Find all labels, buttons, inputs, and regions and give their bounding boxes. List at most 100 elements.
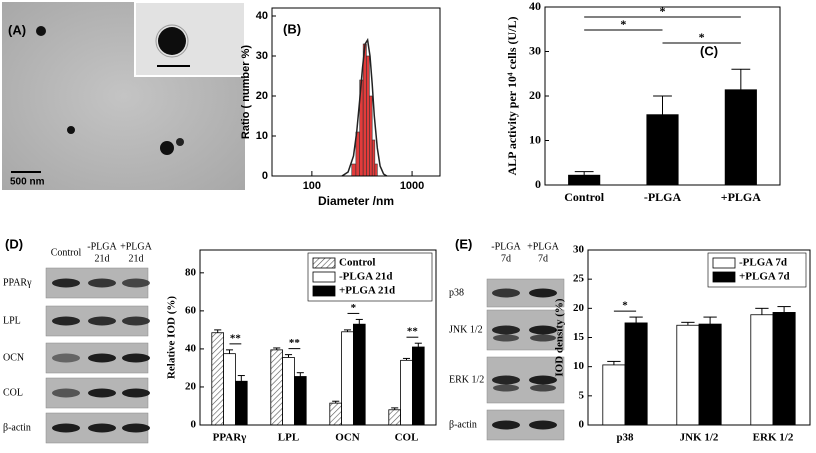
significance-label: ** xyxy=(230,332,242,344)
y-tick-label: 0 xyxy=(535,177,541,191)
blot-band xyxy=(529,325,557,335)
axes-frame xyxy=(544,6,781,186)
blot-band xyxy=(122,353,150,363)
legend-swatch xyxy=(712,271,736,283)
blot-column-label: 21d xyxy=(95,253,110,264)
bar xyxy=(724,89,757,186)
bar xyxy=(234,380,248,426)
blot-band xyxy=(122,278,150,288)
bar xyxy=(211,332,225,426)
histogram-bar xyxy=(351,163,357,177)
blot-band xyxy=(492,288,520,298)
blot-band xyxy=(88,316,116,326)
blot-band xyxy=(493,334,519,342)
bar xyxy=(750,314,774,426)
error-bar xyxy=(332,400,340,404)
y-axis-label: Ratio ( number %) xyxy=(240,45,252,139)
histogram-bar xyxy=(371,139,376,177)
y-tick-label: 30 xyxy=(529,43,541,57)
axes-frame xyxy=(271,7,441,177)
error-bar xyxy=(296,372,304,377)
histogram-bar xyxy=(374,163,378,177)
blot-band xyxy=(52,353,80,363)
bar xyxy=(772,312,796,426)
tem-image: (A) 500 nm xyxy=(2,1,246,190)
panel-label: (B) xyxy=(283,21,301,36)
error-bar xyxy=(402,357,411,361)
x-tick-label: JNK 1/2 xyxy=(680,432,719,444)
panel-label: (E) xyxy=(455,236,472,251)
y-tick-label: 10 xyxy=(573,360,585,372)
blot-row-label: OCN xyxy=(3,352,24,363)
blot-band xyxy=(88,388,116,398)
panel-label: (D) xyxy=(5,236,23,251)
axes-frame xyxy=(587,249,811,426)
y-tick-label: 25 xyxy=(573,273,585,285)
x-tick-label: ERK 1/2 xyxy=(753,432,794,444)
y-tick-label: 20 xyxy=(256,90,268,102)
blot-band xyxy=(492,375,520,385)
y-tick-label: 20 xyxy=(185,380,197,392)
error-bar xyxy=(731,68,751,90)
x-axis-label: Diameter /nm xyxy=(318,194,394,208)
bar xyxy=(223,353,236,426)
significance-label: * xyxy=(620,17,626,31)
bar xyxy=(388,409,401,426)
blot-band xyxy=(52,278,80,288)
y-axis-label: ALP activity per 10⁴ cells (U/L) xyxy=(505,16,519,175)
x-tick-label: -PLGA xyxy=(644,190,682,204)
y-tick-label: 10 xyxy=(256,130,268,142)
panel-label: (C) xyxy=(700,43,718,58)
histogram-bar xyxy=(366,55,370,177)
significance-label: * xyxy=(660,4,666,18)
legend-label: -PLGA 21d xyxy=(339,271,392,283)
blot-band xyxy=(530,384,556,392)
bar xyxy=(568,174,601,186)
bar xyxy=(646,114,679,186)
blot-band xyxy=(52,316,80,326)
legend-label: +PLGA 7d xyxy=(739,271,790,283)
fit-line xyxy=(341,37,388,177)
bar xyxy=(624,322,648,426)
error-bar xyxy=(391,407,399,410)
scale-bar-label: 500 nm xyxy=(10,177,45,188)
error-bar xyxy=(225,349,234,354)
blot-band xyxy=(492,325,520,335)
error-bar xyxy=(607,360,621,365)
blot-column-label: 7d xyxy=(501,253,511,264)
y-tick-label: 10 xyxy=(529,132,541,146)
blot-row-label: COL xyxy=(3,387,23,398)
y-tick-label: 0 xyxy=(262,170,268,182)
significance-label: ** xyxy=(289,337,301,349)
blot-column-label: -PLGA xyxy=(87,241,117,252)
x-tick-label: 1000 xyxy=(400,180,424,192)
significance-label: * xyxy=(699,30,705,44)
x-tick-label: +PLGA xyxy=(721,190,762,204)
significance-label: * xyxy=(351,302,357,314)
y-tick-label: 0 xyxy=(579,419,585,431)
blot-row-label: p38 xyxy=(449,287,464,298)
error-bar xyxy=(777,306,791,313)
blot-band xyxy=(529,288,557,298)
blot-band xyxy=(88,423,116,433)
significance-label: ** xyxy=(407,326,419,338)
bar xyxy=(341,331,354,426)
bar xyxy=(329,402,342,426)
y-tick-label: 40 xyxy=(185,342,197,354)
error-bar xyxy=(343,329,352,332)
error-bar xyxy=(755,307,769,315)
blot-band xyxy=(530,334,556,342)
y-tick-label: 0 xyxy=(191,419,197,431)
error-bar xyxy=(284,354,293,358)
error-bar xyxy=(653,95,672,115)
blot-band xyxy=(529,375,557,385)
blot-band xyxy=(52,388,80,398)
x-tick-label: Control xyxy=(564,190,604,204)
y-tick-label: 30 xyxy=(573,244,585,256)
error-bar xyxy=(355,318,363,325)
bar xyxy=(698,323,722,426)
blot-band xyxy=(88,278,116,288)
error-bar xyxy=(214,329,222,333)
error-bar xyxy=(574,171,594,176)
